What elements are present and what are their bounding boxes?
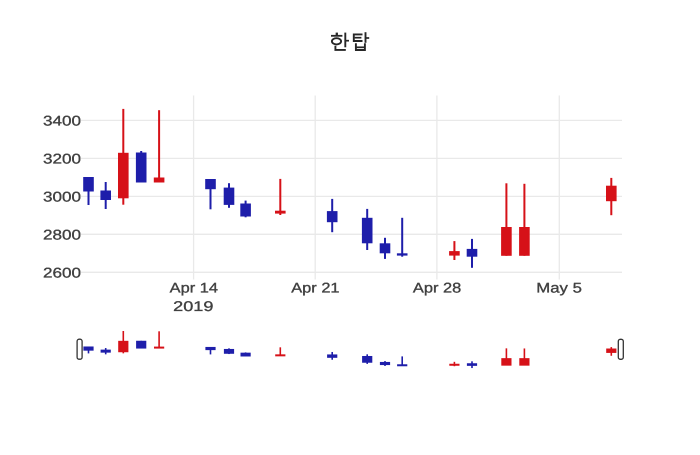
svg-text:3000: 3000 <box>43 189 81 205</box>
svg-text:2600: 2600 <box>43 265 81 281</box>
svg-text:3400: 3400 <box>43 113 81 129</box>
svg-text:3200: 3200 <box>43 151 81 167</box>
svg-text:Apr 28: Apr 28 <box>413 280 462 296</box>
svg-text:May 5: May 5 <box>536 280 582 296</box>
svg-text:2800: 2800 <box>43 227 81 243</box>
svg-text:2019: 2019 <box>173 298 214 314</box>
svg-text:Apr 21: Apr 21 <box>291 280 340 296</box>
svg-text:Apr 14: Apr 14 <box>170 280 219 296</box>
